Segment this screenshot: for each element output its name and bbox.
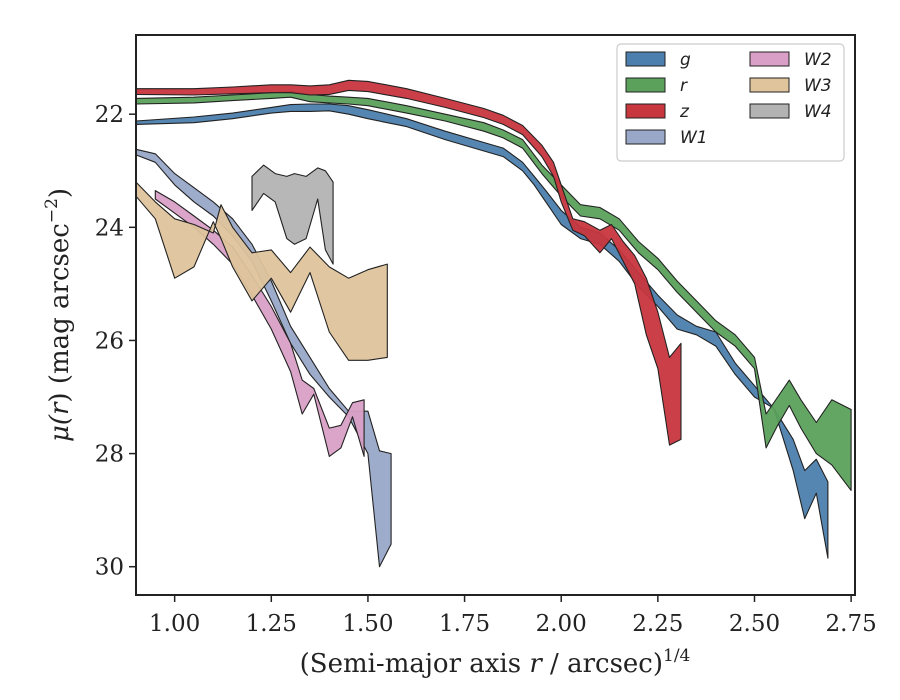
y-tick-label: 28 <box>95 442 124 468</box>
y-tick-label: 22 <box>95 102 124 128</box>
band-w4 <box>251 164 334 265</box>
legend: grz W1 W2 W3 W4 <box>616 43 845 162</box>
y-tick-label: 24 <box>95 215 124 241</box>
x-tick-label: 1.75 <box>439 611 490 637</box>
x-tick-label: 1.50 <box>342 611 393 637</box>
y-tick-label: 26 <box>95 328 124 354</box>
legend-items: grz W1 W2 W3 W4 <box>625 50 832 148</box>
legend-swatch-w3 <box>749 77 790 93</box>
x-axis-label: (Semi-major axis r / arcsec)1/4 <box>300 646 691 679</box>
legend-label-g: g <box>680 50 691 70</box>
band-w1 <box>135 148 392 568</box>
plot-frame <box>135 34 856 596</box>
y-tick-label: 30 <box>95 555 124 581</box>
profile-bands <box>135 79 852 568</box>
legend-label-w4: W4 <box>804 102 832 122</box>
band-g <box>135 103 829 559</box>
legend-swatch-z <box>625 103 666 119</box>
band-w3 <box>135 181 388 361</box>
legend-label-r: r <box>680 76 688 96</box>
x-tick-label: 2.25 <box>632 611 683 637</box>
y-axis-label: μ(r) (mag arcsec−2) <box>42 188 75 442</box>
legend-swatch-w4 <box>749 103 790 119</box>
x-tick-label: 1.25 <box>246 611 297 637</box>
legend-swatch-w1 <box>625 129 666 145</box>
legend-swatch-w2 <box>749 51 790 67</box>
legend-label-w1: W1 <box>680 128 708 148</box>
x-tick-label: 2.75 <box>826 611 877 637</box>
legend-label-w2: W2 <box>804 50 832 70</box>
legend-frame <box>616 43 845 162</box>
legend-swatch-g <box>625 51 666 67</box>
band-r <box>135 91 852 491</box>
legend-label-w3: W3 <box>804 76 832 96</box>
band-z <box>135 79 682 446</box>
legend-label-z: z <box>679 102 690 122</box>
y-axis-ticks: 22 24 26 28 30 <box>95 102 136 581</box>
legend-swatch-r <box>625 77 666 93</box>
x-tick-label: 1.00 <box>149 611 200 637</box>
x-tick-label: 2.00 <box>536 611 587 637</box>
x-axis-ticks: 1.00 1.25 1.50 1.75 2.00 2.25 2.50 2.75 <box>149 595 877 637</box>
x-tick-label: 2.50 <box>729 611 780 637</box>
